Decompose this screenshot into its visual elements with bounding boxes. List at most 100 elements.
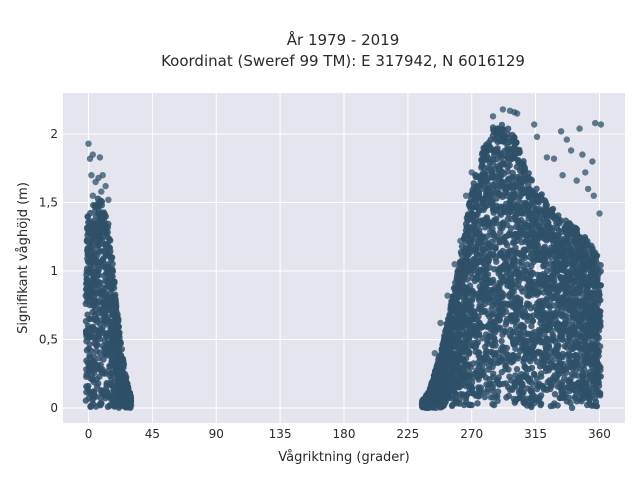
data-point xyxy=(489,400,496,408)
data-point xyxy=(524,347,531,354)
data-point xyxy=(430,402,437,410)
data-point xyxy=(559,294,566,301)
data-point xyxy=(503,394,510,401)
data-point xyxy=(86,352,93,360)
data-point xyxy=(551,400,558,407)
data-point xyxy=(532,205,539,212)
data-point xyxy=(577,379,585,386)
data-point xyxy=(562,238,570,245)
data-point xyxy=(537,319,544,327)
x-tick-label: 45 xyxy=(145,427,160,441)
data-point xyxy=(581,346,588,353)
data-point xyxy=(596,291,603,298)
data-point xyxy=(483,347,490,355)
data-point xyxy=(586,394,593,402)
data-point xyxy=(593,335,600,342)
data-point xyxy=(111,335,118,342)
x-tick-label: 0 xyxy=(85,427,93,441)
data-point xyxy=(473,316,481,323)
data-point xyxy=(94,195,102,202)
data-point xyxy=(441,377,448,385)
data-point xyxy=(545,283,553,291)
data-point xyxy=(500,344,507,351)
data-point xyxy=(556,219,563,227)
data-point xyxy=(576,323,583,330)
data-point xyxy=(88,227,95,234)
data-point xyxy=(510,183,517,190)
data-point xyxy=(464,318,472,325)
data-point xyxy=(577,290,585,297)
data-point xyxy=(551,312,559,320)
data-point xyxy=(450,293,458,301)
data-point xyxy=(478,164,485,171)
data-point xyxy=(537,283,544,290)
data-point xyxy=(467,270,475,277)
data-point xyxy=(461,339,468,346)
data-point xyxy=(88,392,96,399)
data-point xyxy=(528,177,536,184)
data-point xyxy=(102,213,110,220)
data-point xyxy=(475,331,483,339)
data-point xyxy=(480,297,488,304)
data-point xyxy=(545,365,552,372)
data-point xyxy=(453,351,460,358)
data-point xyxy=(498,161,505,168)
data-point xyxy=(477,177,484,184)
data-point xyxy=(461,266,469,274)
data-point xyxy=(83,275,90,283)
data-point xyxy=(488,311,496,318)
data-point xyxy=(503,262,510,270)
data-point xyxy=(504,355,512,362)
data-point xyxy=(559,267,567,274)
data-point xyxy=(507,271,514,278)
data-point xyxy=(588,303,596,310)
data-point xyxy=(115,332,123,339)
y-tick-label: 1,5 xyxy=(39,196,58,210)
data-point xyxy=(540,245,547,252)
data-point xyxy=(424,395,431,402)
data-point xyxy=(506,162,513,169)
data-point xyxy=(512,230,519,237)
y-tick-label: 1 xyxy=(50,264,58,278)
data-point xyxy=(82,397,90,404)
data-point xyxy=(570,277,577,284)
data-point xyxy=(525,170,532,177)
data-point xyxy=(474,339,481,346)
data-point xyxy=(490,394,497,401)
data-point xyxy=(559,390,566,397)
data-point xyxy=(507,195,514,202)
data-point xyxy=(440,386,447,393)
data-point xyxy=(83,280,90,287)
data-point xyxy=(105,196,112,203)
data-point xyxy=(466,329,474,336)
data-point xyxy=(592,273,599,280)
data-point xyxy=(597,282,604,289)
data-point xyxy=(554,254,561,261)
data-point xyxy=(431,374,438,382)
data-point xyxy=(499,236,507,244)
data-point xyxy=(493,317,500,324)
data-point xyxy=(512,397,519,405)
data-point xyxy=(462,370,469,377)
data-point xyxy=(468,401,475,409)
data-point xyxy=(440,341,447,348)
data-point xyxy=(545,341,552,348)
data-point xyxy=(104,261,112,268)
data-point xyxy=(456,304,463,311)
data-point xyxy=(570,284,577,291)
data-point xyxy=(550,155,558,162)
data-point xyxy=(89,308,96,316)
data-point xyxy=(103,381,110,389)
data-point xyxy=(484,338,491,345)
data-point xyxy=(548,206,556,214)
data-point xyxy=(115,400,123,407)
data-point xyxy=(565,384,572,391)
data-point xyxy=(451,397,458,405)
data-point xyxy=(529,318,536,325)
data-point xyxy=(110,278,118,286)
data-point xyxy=(455,325,462,333)
x-tick-label: 135 xyxy=(269,427,292,441)
data-point xyxy=(538,218,545,226)
data-point xyxy=(579,391,586,398)
data-point xyxy=(591,283,598,290)
